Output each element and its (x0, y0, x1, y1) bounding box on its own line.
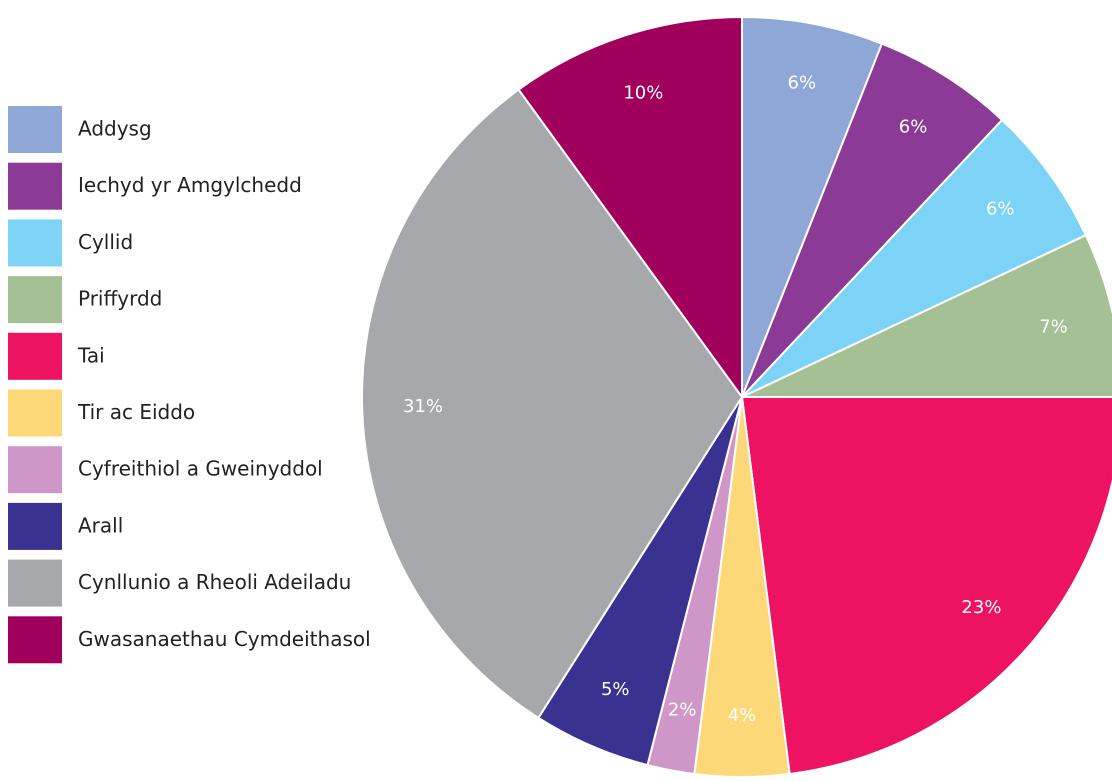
legend-label: Priffyrdd (78, 287, 162, 311)
slice-label: 6% (788, 72, 817, 93)
slice-label: 4% (728, 705, 757, 726)
pie-slice (741, 118, 1088, 398)
slice-label: 10% (623, 82, 663, 103)
pie-slice (740, 396, 1112, 776)
slice-label: 2% (668, 700, 697, 721)
pie-slice (361, 88, 744, 720)
legend-swatch (8, 219, 62, 267)
legend-label: Cyllid (78, 230, 133, 254)
legend-swatch (8, 559, 62, 607)
slice-label: 6% (986, 198, 1015, 219)
legend-label: Tir ac Eiddo (77, 400, 195, 424)
legend-swatch (8, 389, 62, 437)
slice-label: 6% (899, 116, 928, 137)
pie-slice (741, 233, 1112, 398)
legend-swatch (8, 162, 62, 210)
legend-swatch (8, 276, 62, 324)
pie-slice (741, 42, 1004, 398)
legend-label: Arall (78, 513, 123, 537)
legend-label: Iechyd yr Amgylchedd (78, 173, 302, 197)
legend-label: Addysg (78, 117, 152, 141)
pie-slice (517, 15, 743, 401)
slice-label: 5% (601, 679, 630, 700)
legend-label: Cynllunio a Rheoli Adeiladu (78, 570, 351, 594)
legend-label: Tai (77, 343, 105, 367)
legend-swatch (8, 106, 62, 153)
legend-swatch (8, 502, 62, 550)
legend-label: Cyfreithiol a Gweinyddol (78, 457, 323, 481)
legend-swatch (8, 446, 62, 494)
slice-label: 7% (1039, 316, 1068, 337)
pie-slice (741, 15, 884, 398)
slice-label: 31% (403, 396, 443, 417)
slice-label: 23% (961, 597, 1001, 618)
legend-swatch (8, 616, 62, 664)
legend-label: Gwasanaethau Cymdeithasol (78, 627, 371, 651)
legend-swatch (8, 332, 62, 380)
